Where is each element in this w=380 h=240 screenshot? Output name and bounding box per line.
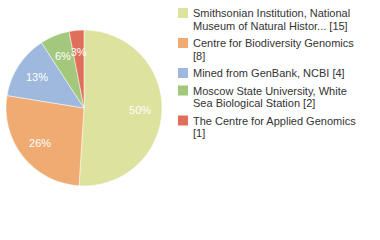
legend-label: The Centre for Applied Genomics[1] [193, 115, 356, 140]
data-label: 6% [55, 50, 71, 62]
legend-swatch [178, 86, 188, 96]
pie [6, 30, 162, 186]
legend-swatch [178, 8, 188, 18]
data-label: 13% [26, 71, 48, 83]
data-label: 26% [29, 137, 51, 149]
legend-swatch [178, 38, 188, 48]
legend-label: Moscow State University, WhiteSea Biolog… [193, 85, 347, 110]
data-labels: 50% 26% 13% 6%3% [26, 46, 151, 149]
data-label: 50% [129, 104, 151, 116]
legend-swatch [178, 116, 188, 126]
slice [6, 96, 84, 186]
chart: 50% 26% 13% 6%3% Smithsonian Institution, Na… [0, 0, 380, 240]
slice [79, 30, 162, 186]
legend-label: Smithsonian Institution, NationalMuseum … [193, 7, 350, 32]
slice [69, 30, 84, 108]
legend-label: Centre for Biodiversity Genomics[8] [193, 37, 354, 62]
data-label: 3% [71, 46, 87, 58]
legend: Smithsonian Institution, NationalMuseum … [178, 7, 356, 139]
legend-label: Mined from GenBank, NCBI [4] [193, 67, 345, 79]
legend-swatch [178, 68, 188, 78]
